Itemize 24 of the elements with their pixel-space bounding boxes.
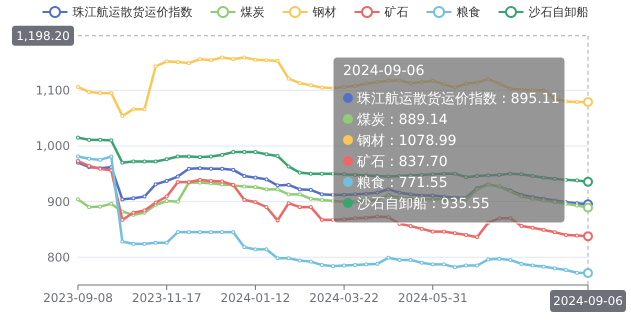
annotation: 矿石 : 837.70 [356, 154, 448, 170]
y-tick-label: 1,000 [36, 139, 70, 154]
annotation: 煤炭 : 889.14 [357, 112, 448, 128]
legend-label: 钢材 [312, 5, 336, 20]
legend-label: 煤炭 [240, 5, 264, 20]
annotation: 沙石自卸船 : 935.55 [357, 196, 490, 212]
annotation: 2024-09-06 [343, 62, 424, 79]
annotation: 粮食 : 771.55 [357, 174, 448, 191]
x-tick-label: 2023-09-08 [43, 291, 113, 306]
annotation: 珠江航运散货运价指数 : 895.11 [357, 90, 560, 107]
x-tick-label: 2024-01-12 [220, 291, 290, 306]
annotation: 钢材 : 1078.99 [356, 132, 457, 149]
legend-label: 矿石 [384, 5, 408, 20]
ref-line-label: 1,198.20 [16, 28, 70, 43]
x-tick-label: 2024-09-06 [553, 294, 623, 308]
legend-label: 沙石自卸船 [528, 5, 588, 20]
x-tick-label: 2024-03-22 [309, 291, 379, 306]
legend-label: 珠江航运散货运价指数 [72, 5, 192, 20]
x-tick-label: 2024-05-31 [398, 291, 468, 306]
x-tick-label: 2023-11-17 [132, 291, 202, 306]
y-tick-label: 900 [47, 194, 70, 209]
y-tick-label: 1,100 [36, 84, 70, 98]
legend-label: 粮食 [456, 5, 480, 20]
y-tick-label: 800 [47, 250, 70, 264]
